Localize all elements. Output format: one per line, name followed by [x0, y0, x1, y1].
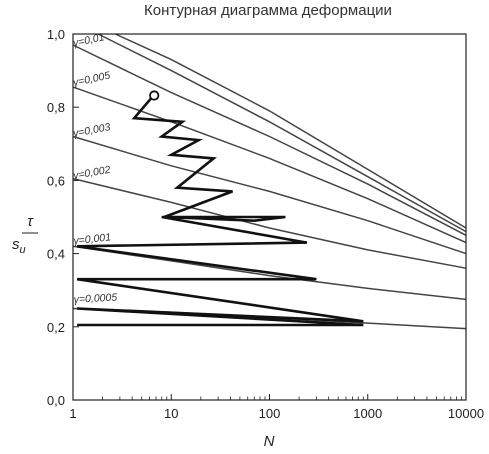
series-line-1 — [97, 33, 467, 233]
series-line-0 — [115, 33, 467, 229]
curve-label: γ=0,001 — [73, 231, 112, 247]
curve-label: γ=0,005 — [72, 69, 111, 89]
x-tick-label: 1 — [69, 406, 76, 421]
y-tick-label: 0,6 — [47, 173, 65, 188]
loading-path — [76, 90, 364, 327]
strain-curves — [72, 33, 467, 330]
y-tick-label: 0,4 — [47, 247, 65, 262]
curve-label: γ=0,0005 — [73, 292, 117, 306]
axes: 1 10 100 1000 10000 0,0 0,2 0,4 0,6 0,8 1,0 — [47, 27, 484, 421]
curve-label: γ=0,003 — [72, 121, 111, 140]
loading-path-line — [76, 95, 364, 327]
series-line-3 — [72, 86, 467, 244]
start-point-marker — [149, 90, 160, 101]
y-tick-label: 0,0 — [47, 393, 65, 408]
chart-title: Контурная диаграмма деформации — [144, 2, 392, 19]
x-tick-label: 100 — [259, 406, 281, 421]
y-tick-label: 1,0 — [47, 27, 65, 42]
x-tick-label: 10 — [164, 406, 178, 421]
y-tick-label: 0,2 — [47, 320, 65, 335]
series-line-4 — [72, 135, 467, 255]
y-axis-title-denominator: su — [12, 236, 26, 256]
curve-labels: γ=0,01γ=0,005γ=0,003γ=0,002γ=0,001γ=0,00… — [72, 31, 118, 306]
x-tick-label: 1000 — [353, 406, 382, 421]
x-tick-label: 10000 — [448, 406, 484, 421]
curve-label: γ=0,002 — [72, 164, 111, 182]
y-axis-title: τ su — [12, 213, 38, 256]
series-line-2 — [72, 44, 467, 236]
y-tick-label: 0,8 — [47, 100, 65, 115]
series-line-5 — [72, 177, 467, 269]
y-axis-title-numerator: τ — [27, 213, 34, 230]
x-axis-title: N — [264, 433, 275, 450]
